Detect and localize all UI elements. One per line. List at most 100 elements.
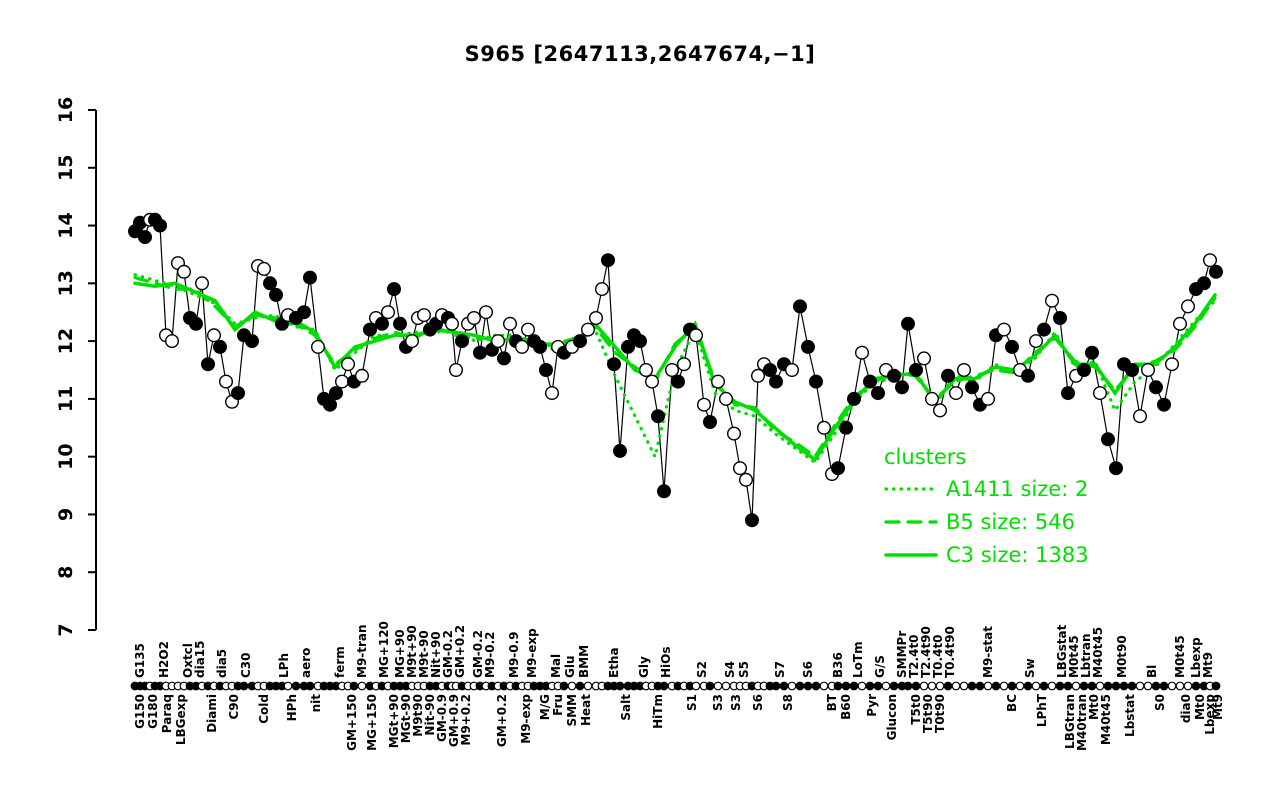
y-tick-label: 13 xyxy=(55,270,77,296)
data-point-marker xyxy=(887,368,902,383)
condition-label: M9-tran xyxy=(355,624,369,678)
data-point-marker xyxy=(847,391,862,406)
condition-label: Paraq xyxy=(160,694,174,733)
condition-label: Lbstat xyxy=(1123,694,1137,737)
data-point-marker xyxy=(1060,386,1075,401)
data-point-marker xyxy=(871,386,886,401)
condition-label: T2.4t0 xyxy=(907,634,921,678)
data-point-marker xyxy=(1108,461,1123,476)
data-point-marker xyxy=(793,299,808,314)
condition-label: Gly xyxy=(637,656,651,678)
condition-marker xyxy=(615,681,625,691)
condition-label: G135 xyxy=(133,643,147,678)
data-point-marker xyxy=(769,374,784,389)
condition-marker xyxy=(1143,681,1153,691)
condition-label: Cold xyxy=(257,694,271,724)
data-point-marker xyxy=(957,363,972,378)
condition-label: MGt+90 xyxy=(387,694,401,748)
condition-label: Bl xyxy=(1145,665,1159,678)
condition-marker xyxy=(911,681,921,691)
data-point-marker xyxy=(1164,357,1179,372)
data-point-marker xyxy=(363,322,378,337)
condition-label: M9-stat xyxy=(981,626,995,678)
condition-marker xyxy=(819,681,829,691)
data-point-marker xyxy=(1084,345,1099,360)
condition-label: M9-0.9 xyxy=(507,631,521,678)
data-point-marker xyxy=(1172,316,1187,331)
data-point-marker xyxy=(1100,432,1115,447)
condition-label: T0.4t0 xyxy=(931,634,945,678)
y-tick-label: 10 xyxy=(55,443,77,469)
condition-label: Diami xyxy=(205,694,219,733)
data-point-marker xyxy=(311,339,326,354)
condition-label: T5t0 xyxy=(909,694,923,725)
data-point-marker xyxy=(1052,311,1067,326)
condition-marker xyxy=(1135,681,1145,691)
data-point-marker xyxy=(335,374,350,389)
data-point-marker xyxy=(323,397,338,412)
condition-marker xyxy=(567,681,577,691)
condition-label: GM+0.2 xyxy=(495,694,509,747)
condition-marker xyxy=(779,681,789,691)
condition-label: LoTm xyxy=(851,641,865,678)
condition-label: S6 xyxy=(751,694,765,711)
series-markers xyxy=(127,212,1223,528)
data-point-marker xyxy=(387,282,402,297)
condition-marker xyxy=(1175,681,1185,691)
data-point-marker xyxy=(455,334,470,349)
cluster-line-c3 xyxy=(133,281,1217,463)
data-point-marker xyxy=(645,374,660,389)
condition-marker xyxy=(1167,681,1177,691)
data-point-marker xyxy=(1156,397,1171,412)
condition-label: Etha xyxy=(607,647,621,678)
condition-marker xyxy=(881,681,891,691)
condition-label: LPh xyxy=(277,653,291,678)
data-point-marker xyxy=(1005,339,1020,354)
condition-marker xyxy=(705,681,715,691)
condition-label: dia0 xyxy=(1179,694,1193,723)
condition-marker xyxy=(349,681,359,691)
y-tick-label: 9 xyxy=(55,508,77,521)
condition-marker xyxy=(1063,681,1073,691)
data-point-marker xyxy=(933,403,948,418)
condition-label: S5 xyxy=(737,661,751,678)
data-point-marker xyxy=(381,305,396,320)
data-point-marker xyxy=(303,270,318,285)
condition-label: S6 xyxy=(801,661,815,678)
condition-label: GM+150 xyxy=(345,694,359,751)
data-point-marker xyxy=(677,357,692,372)
data-point-marker xyxy=(212,339,227,354)
condition-label: Mt0 xyxy=(1193,694,1207,720)
data-point-marker xyxy=(497,351,512,366)
data-point-marker xyxy=(697,397,712,412)
y-axis: 7 8 9 10 11 12 13 14 15 16 xyxy=(55,97,97,637)
condition-marker xyxy=(1007,681,1017,691)
data-point-marker xyxy=(671,374,686,389)
condition-marker xyxy=(1023,681,1033,691)
data-point-marker xyxy=(745,513,760,528)
condition-label: S3 xyxy=(729,694,743,711)
condition-marker xyxy=(357,681,367,691)
condition-marker xyxy=(873,681,883,691)
data-point-marker xyxy=(194,276,209,291)
condition-label: aero xyxy=(299,648,313,678)
condition-label: T0t90 xyxy=(933,694,947,733)
condition-label: LPhT xyxy=(1035,693,1049,727)
data-point-marker xyxy=(257,261,272,276)
data-point-marker xyxy=(941,368,956,383)
condition-marker xyxy=(919,681,929,691)
condition-label: Glucon xyxy=(885,694,899,740)
data-point-marker xyxy=(589,311,604,326)
data-point-marker xyxy=(601,253,616,268)
condition-label: Mt9 xyxy=(1211,694,1225,720)
condition-label: B60 xyxy=(839,694,853,720)
data-point-marker xyxy=(417,308,432,323)
data-point-marker xyxy=(831,461,846,476)
condition-marker xyxy=(291,681,301,691)
condition-label: GM-0.2 xyxy=(441,630,455,678)
data-point-marker xyxy=(1092,386,1107,401)
condition-label: M9-exp xyxy=(519,694,533,744)
condition-marker xyxy=(1127,681,1137,691)
condition-label: dia15 xyxy=(193,641,207,679)
condition-label: SMMPr xyxy=(895,631,909,678)
